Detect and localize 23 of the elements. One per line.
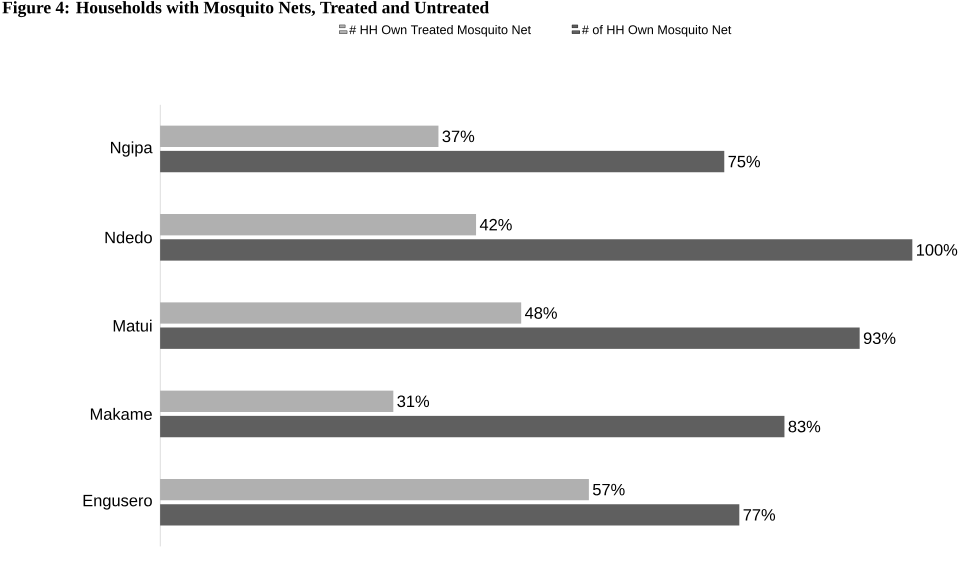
y-tick-label: Engusero — [84, 494, 152, 510]
legend-label: # HH Own Treated Mosquito Net — [349, 25, 531, 37]
legend-label: # of HH Own Mosquito Net — [582, 25, 732, 37]
data-label: 48% — [524, 307, 557, 319]
y-tick-label: Makame — [90, 408, 152, 420]
data-label: 75% — [728, 156, 760, 168]
bar — [160, 239, 912, 261]
bar — [160, 328, 860, 349]
chart-title: Figure 4: Households with Mosquito Nets, Treated and Untreated — [2, 1, 489, 18]
y-tick-label: Ngipa — [111, 141, 153, 157]
data-label: 77% — [744, 509, 776, 521]
data-label: 57% — [592, 484, 625, 496]
data-label: 83% — [788, 420, 820, 432]
bar — [160, 504, 740, 526]
data-label: 100% — [917, 244, 958, 256]
data-label: 37% — [442, 130, 474, 142]
data-label: 93% — [864, 332, 896, 344]
bar — [160, 416, 784, 438]
y-tick-label: Ndedo — [106, 231, 152, 244]
data-label: 42% — [480, 218, 512, 231]
y-tick-label: Matui — [114, 320, 152, 332]
data-label: 31% — [397, 396, 430, 408]
bar — [160, 150, 724, 172]
